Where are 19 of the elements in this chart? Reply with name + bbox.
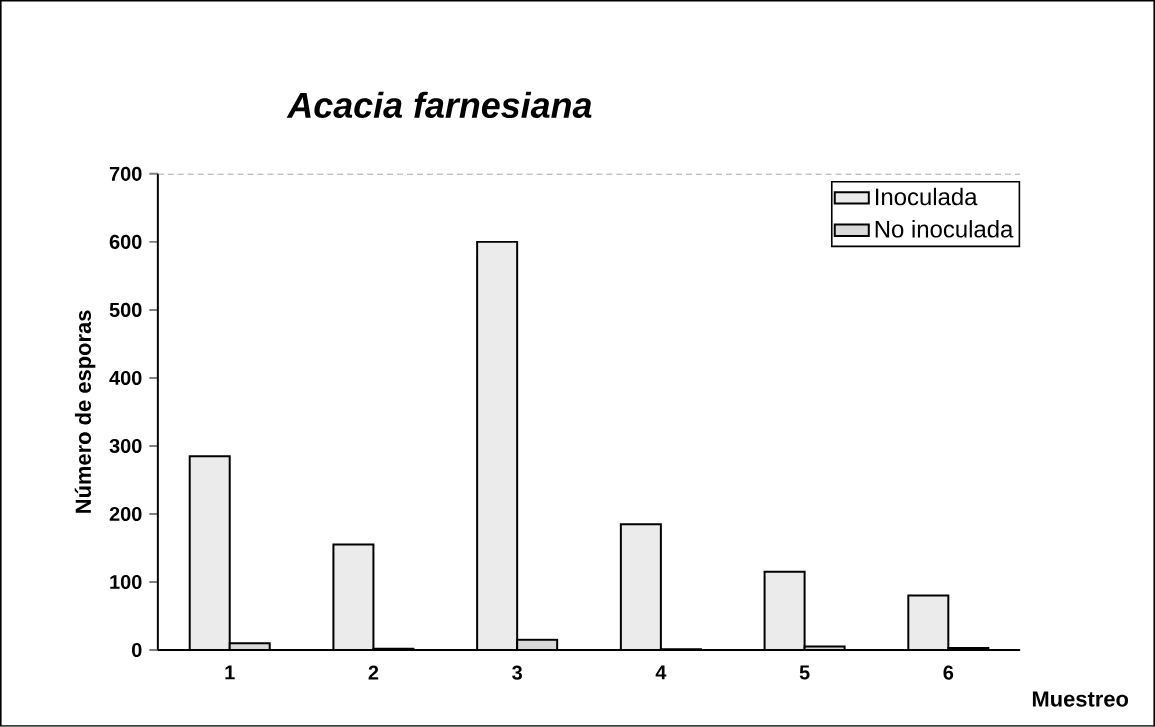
x-tick-label: 1: [225, 665, 235, 680]
y-tick-label: 500: [109, 302, 142, 318]
y-tick-label: 700: [109, 166, 142, 181]
x-tick-label: 4: [655, 665, 667, 680]
legend-label: No inoculada: [875, 220, 1014, 238]
y-tick-label: 600: [109, 234, 142, 250]
y-tick-label: 200: [109, 507, 142, 522]
y-axis-title: Número de esporas: [74, 310, 96, 513]
chart-title: Acacia farnesiana: [286, 91, 592, 119]
x-tick-label: 6: [943, 665, 954, 680]
x-tick-label: 3: [512, 665, 522, 680]
y-tick-label: 400: [109, 370, 142, 386]
legend-label: Inoculada: [875, 187, 978, 206]
y-tick-label: 0: [132, 643, 142, 658]
y-tick-label: 100: [110, 575, 142, 590]
x-tick-label: 5: [799, 665, 810, 680]
x-tick-label: 2: [368, 665, 379, 680]
y-tick-label: 300: [109, 438, 142, 454]
x-axis-title: Muestreo: [1032, 691, 1129, 707]
